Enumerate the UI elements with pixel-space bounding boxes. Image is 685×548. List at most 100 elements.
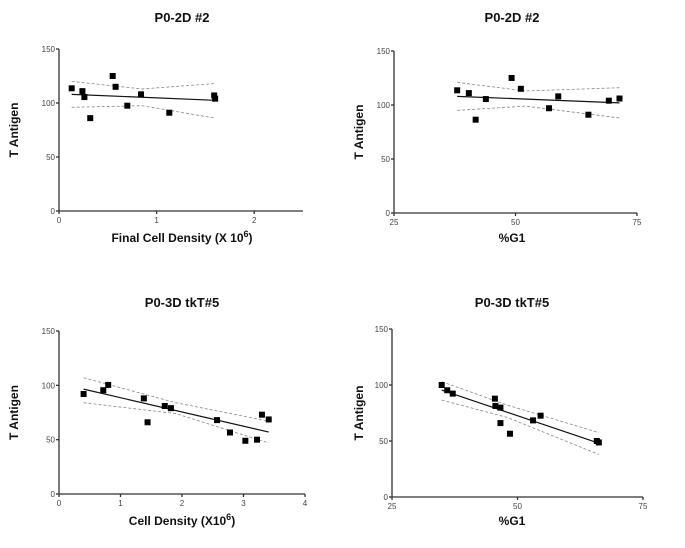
data-point — [605, 97, 612, 104]
data-point — [100, 387, 107, 394]
confidence-band-lower — [441, 399, 599, 455]
x-axis-label: %G1 — [499, 231, 526, 245]
data-point — [508, 75, 515, 81]
regression-line — [441, 389, 600, 444]
chart-panel-2: P0-2D #2 25 50 75 0 50 100 150 %G1 T Antigen — [352, 10, 642, 245]
x-axis-label: %G1 — [499, 514, 526, 528]
data-point — [537, 412, 544, 419]
data-point — [242, 437, 249, 444]
y-axis-label: T Antigen — [7, 385, 21, 440]
chart-title: P0-2D #2 — [485, 10, 540, 25]
x-axis-label-end: ) — [231, 514, 235, 528]
data-point — [226, 429, 233, 436]
data-point — [105, 381, 112, 388]
data-point — [465, 90, 472, 97]
y-tick-label: 100 — [377, 101, 391, 110]
data-point — [492, 402, 499, 409]
chart-panel-3: P0-3D tkT#5 0 1 2 3 4 0 50 100 150 Cell Density (X… — [7, 295, 308, 528]
data-point — [482, 96, 489, 103]
data-point — [438, 382, 445, 388]
data-point — [449, 390, 456, 397]
x-axis-label-end: ) — [249, 231, 253, 245]
confidence-band-lower — [457, 105, 620, 119]
data-point — [68, 85, 75, 92]
chart-panel-4: P0-3D tkT#5 25 50 75 0 50 100 150 %G1 T Antigen — [352, 295, 648, 528]
chart-panel-1: P0-2D #2 0 1 2 0 50 100 150 Final Cell Density (… — [7, 10, 303, 245]
y-tick-label: 0 — [384, 493, 389, 502]
data-point — [491, 395, 498, 402]
data-point — [254, 436, 261, 443]
regression-line — [457, 95, 620, 104]
data-point — [585, 111, 592, 118]
data-point — [124, 102, 131, 109]
y-tick-label: 0 — [51, 207, 56, 216]
data-point — [109, 73, 116, 79]
y-tick-label: 50 — [381, 155, 390, 164]
chart-title: P0-2D #2 — [155, 10, 210, 25]
y-tick-label: 100 — [42, 381, 56, 390]
x-tick-label: 25 — [390, 218, 399, 227]
data-point — [555, 93, 562, 100]
data-point — [161, 402, 168, 409]
data-point — [144, 419, 151, 426]
data-point — [80, 391, 87, 398]
data-point — [616, 95, 623, 102]
data-point — [506, 430, 513, 437]
x-tick-label: 3 — [241, 499, 246, 508]
y-tick-label: 50 — [379, 437, 388, 446]
data-point — [265, 416, 272, 423]
y-tick-label: 150 — [42, 45, 56, 54]
x-tick-label: 75 — [639, 502, 648, 511]
y-tick-label: 0 — [386, 209, 391, 218]
y-tick-label: 150 — [42, 327, 56, 336]
chart-title: P0-3D tkT#5 — [145, 295, 219, 310]
confidence-band-upper — [83, 377, 269, 422]
y-tick-label: 50 — [46, 436, 55, 445]
y-tick-label: 0 — [51, 490, 56, 499]
x-axis-label: Cell Density (X106) — [129, 512, 235, 528]
data-point — [472, 116, 479, 123]
data-point — [530, 417, 537, 424]
x-axis-label-text: %G1 — [499, 514, 526, 528]
x-tick-label: 50 — [513, 502, 522, 511]
x-tick-label: 2 — [252, 216, 257, 225]
x-tick-label: 0 — [57, 216, 62, 225]
confidence-band-upper — [71, 81, 216, 90]
data-point — [167, 405, 174, 412]
confidence-band-lower — [83, 402, 269, 444]
x-tick-label: 0 — [57, 499, 62, 508]
confidence-band-upper — [441, 381, 599, 433]
data-point — [497, 420, 504, 427]
x-axis-label-exponent: 6 — [244, 229, 249, 239]
data-point — [166, 109, 173, 116]
x-tick-label: 1 — [154, 216, 159, 225]
x-tick-label: 25 — [388, 502, 397, 511]
x-axis-label-exponent: 6 — [226, 512, 231, 522]
data-point — [87, 115, 94, 122]
x-axis-label-text: %G1 — [499, 231, 526, 245]
x-axis-label-text: Cell Density (X10 — [129, 514, 227, 528]
data-point — [454, 87, 461, 94]
y-axis-label: T Antigen — [7, 103, 21, 158]
x-axis-label: Final Cell Density (X 106) — [111, 229, 252, 245]
y-tick-label: 100 — [42, 99, 56, 108]
x-tick-label: 4 — [303, 499, 308, 508]
y-axis-label: T Antigen — [352, 105, 366, 160]
y-tick-label: 50 — [46, 153, 55, 162]
y-tick-label: 150 — [377, 47, 391, 56]
data-point — [444, 387, 451, 394]
data-point — [140, 395, 147, 402]
x-tick-label: 50 — [511, 218, 520, 227]
data-point — [137, 91, 144, 98]
data-point — [211, 92, 218, 99]
y-tick-label: 150 — [375, 325, 389, 334]
y-axis-label: T Antigen — [352, 386, 366, 441]
confidence-band-lower — [71, 105, 216, 119]
data-point — [112, 83, 119, 90]
data-point — [214, 417, 221, 424]
chart-title: P0-3D tkT#5 — [475, 295, 549, 310]
data-point — [81, 94, 88, 101]
data-point — [595, 439, 602, 446]
x-tick-label: 1 — [118, 499, 123, 508]
